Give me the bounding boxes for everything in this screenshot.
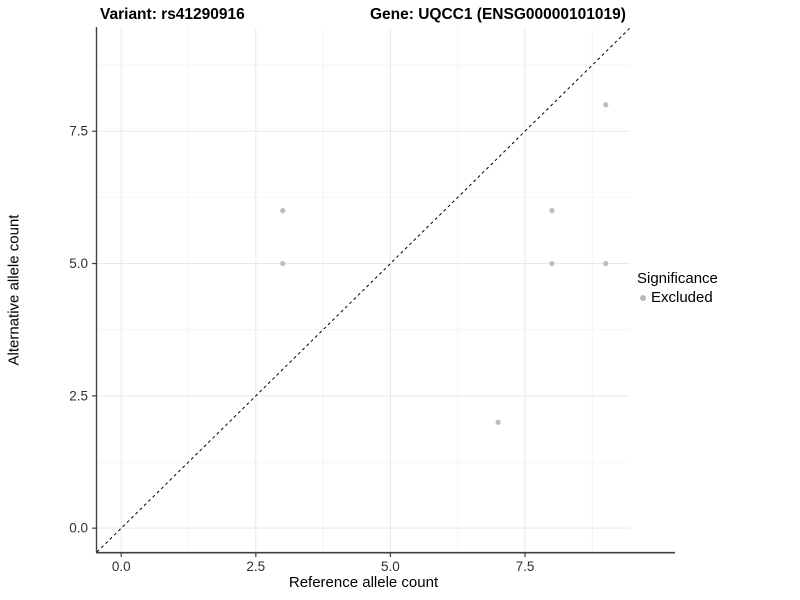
legend-item-label: Excluded [651,289,713,306]
plot-title-gene: Gene: UQCC1 (ENSG00000101019) [370,6,626,23]
y-tick-label: 7.5 [69,124,88,139]
x-tick-label: 2.5 [246,559,265,574]
data-point [603,260,609,267]
x-tick-label: 7.5 [516,559,535,574]
y-tick-label: 0.0 [69,521,88,536]
y-axis-title: Alternative allele count [5,214,23,366]
legend-item-excluded: Excluded [637,289,718,306]
y-tick-label: 2.5 [69,388,88,403]
data-point [280,208,286,214]
plot-title-variant: Variant: rs41290916 [100,6,245,23]
x-tick-label: 5.0 [381,559,400,574]
data-point [549,260,555,267]
x-tick-label: 0.0 [112,559,131,574]
y-tick-label: 5.0 [69,256,88,271]
x-axis-title: Reference allele count [288,574,439,591]
data-point [603,102,609,108]
data-point [549,208,555,214]
identity-line [96,27,631,553]
data-point [495,419,501,425]
legend-point-icon [640,294,646,301]
legend-title: Significance [637,270,718,287]
legend: Significance Excluded [637,270,718,306]
data-point [280,260,286,267]
